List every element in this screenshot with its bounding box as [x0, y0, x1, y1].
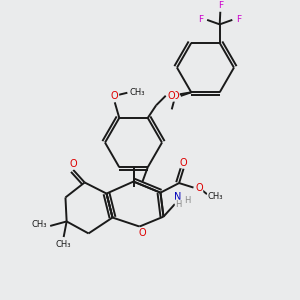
- Text: CH₃: CH₃: [56, 240, 71, 249]
- Text: O: O: [138, 228, 146, 238]
- Text: O: O: [195, 183, 203, 193]
- Text: O: O: [69, 159, 77, 169]
- Text: F: F: [236, 15, 242, 24]
- Text: O: O: [180, 158, 188, 168]
- Text: O: O: [167, 91, 175, 101]
- Text: CH₃: CH₃: [129, 88, 145, 97]
- Text: H: H: [184, 196, 191, 205]
- Text: F: F: [198, 15, 203, 24]
- Text: H: H: [175, 200, 182, 209]
- Text: CH₃: CH₃: [31, 220, 46, 229]
- Text: O: O: [172, 91, 179, 101]
- Text: N: N: [174, 192, 182, 202]
- Text: CH₃: CH₃: [208, 192, 223, 201]
- Text: O: O: [111, 91, 118, 101]
- Text: F: F: [218, 1, 223, 10]
